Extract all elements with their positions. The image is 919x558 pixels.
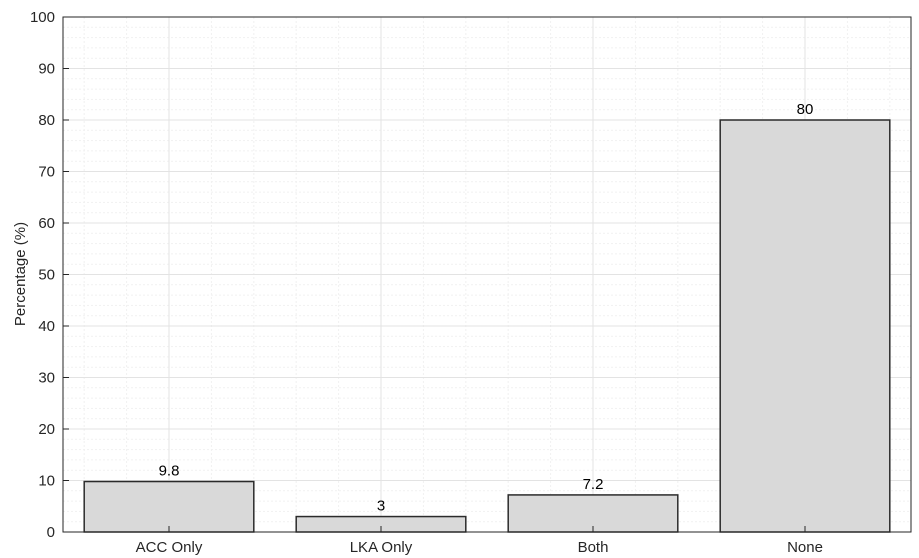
labels-layer: 9.8 3 7.2 80 0 10 20 30 40 50 60 70 80 90 100 ACC Only L… <box>30 9 823 556</box>
y-tick-label: 0 <box>47 524 55 541</box>
data-label: 80 <box>797 101 814 118</box>
axes-layer <box>62 16 912 533</box>
bar-acc-only <box>83 480 255 533</box>
y-tick-label: 60 <box>38 215 55 232</box>
y-tick-label: 90 <box>38 61 55 78</box>
x-tick-label: None <box>787 539 823 556</box>
y-tick-label: 40 <box>38 318 55 335</box>
bars-layer <box>83 119 891 533</box>
data-label: 3 <box>377 498 385 515</box>
y-axis-title: Percentage (%) <box>12 222 29 326</box>
bar-both <box>507 494 679 533</box>
x-tick-label: LKA Only <box>350 539 413 556</box>
y-tick-label: 30 <box>38 370 55 387</box>
y-tick-label: 20 <box>38 421 55 438</box>
data-label: 9.8 <box>159 463 180 480</box>
grid-layer <box>63 16 911 533</box>
y-tick-label: 10 <box>38 473 55 490</box>
y-tick-label: 70 <box>38 164 55 181</box>
y-tick-label: 50 <box>38 267 55 284</box>
data-label: 7.2 <box>583 476 604 493</box>
x-tick-label: Both <box>578 539 609 556</box>
y-tick-label: 100 <box>30 9 55 26</box>
bar-none <box>719 119 891 533</box>
y-tick-label: 80 <box>38 112 55 129</box>
x-tick-label: ACC Only <box>136 539 203 556</box>
